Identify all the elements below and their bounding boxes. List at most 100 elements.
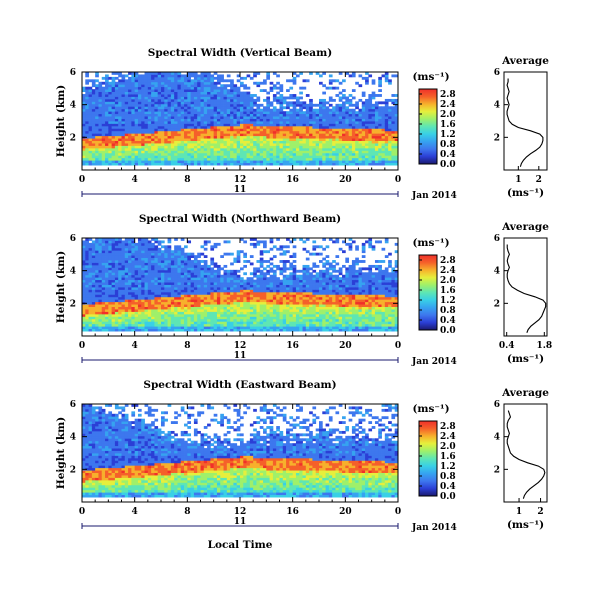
heatmap-cell: [121, 296, 126, 300]
heatmap-cell: [82, 306, 86, 310]
heatmap-cell: [180, 269, 185, 273]
heatmap-cell: [253, 284, 257, 288]
heatmap-cell: [269, 140, 274, 144]
heatmap-cell: [184, 252, 188, 256]
heatmap-cell: [118, 238, 122, 241]
heatmap-cell: [371, 150, 376, 154]
heatmap-cell: [322, 118, 326, 122]
heatmap-cell: [121, 130, 126, 134]
heatmap-cell: [305, 152, 310, 156]
heatmap-cell: [164, 130, 168, 134]
heatmap-cell: [187, 128, 192, 132]
heatmap-cell: [253, 296, 257, 300]
heatmap-cell: [190, 123, 195, 127]
heatmap-cell: [137, 147, 142, 151]
heatmap-cell: [177, 282, 182, 285]
heatmap-cell: [174, 74, 178, 78]
heatmap-cell: [371, 155, 376, 159]
heatmap-cell: [141, 135, 145, 139]
heatmap-cell: [121, 162, 126, 166]
heatmap-cell: [319, 121, 323, 124]
heatmap-cell: [141, 152, 145, 156]
heatmap-cell: [111, 257, 116, 261]
heatmap-cell: [174, 106, 178, 110]
heatmap-cell: [108, 245, 113, 249]
heatmap-cell: [157, 103, 162, 107]
heatmap-cell: [358, 157, 363, 161]
heatmap-cell: [197, 135, 201, 139]
heatmap-cell: [151, 274, 155, 278]
heatmap-cell: [276, 130, 280, 134]
heatmap-cell: [200, 277, 205, 281]
heatmap-cell: [230, 274, 234, 278]
heatmap-cell: [187, 277, 192, 281]
heatmap-cell: [121, 289, 126, 293]
heatmap-cell: [266, 116, 271, 119]
heatmap-cell: [190, 145, 195, 149]
heatmap-cell: [91, 113, 96, 117]
heatmap-cell: [322, 155, 326, 159]
heatmap-cell: [131, 128, 136, 132]
heatmap-cell: [246, 277, 251, 281]
heatmap-cell: [322, 72, 326, 75]
heatmap-cell: [226, 140, 231, 144]
heatmap-cell: [332, 128, 336, 132]
heatmap-cell: [328, 143, 333, 146]
heatmap-cell: [164, 116, 168, 119]
heatmap-cell: [88, 138, 93, 141]
heatmap-cell: [91, 255, 96, 258]
heatmap-cell: [394, 111, 399, 115]
heatmap-cell: [223, 116, 228, 119]
heatmap-cell: [111, 321, 116, 325]
heatmap-cell: [154, 133, 159, 137]
heatmap-cell: [167, 84, 172, 88]
heatmap-cell: [220, 304, 224, 307]
heatmap-cell: [111, 282, 116, 285]
heatmap-cell: [374, 135, 379, 139]
heatmap-cell: [141, 145, 145, 149]
heatmap-cell: [114, 96, 119, 100]
heatmap-cell: [167, 262, 172, 266]
heatmap-cell: [246, 86, 251, 90]
heatmap-cell: [266, 108, 271, 112]
heatmap-cell: [137, 309, 142, 312]
heatmap-cell: [322, 113, 326, 117]
heatmap-cell: [98, 140, 103, 144]
heatmap-cell: [151, 267, 155, 271]
heatmap-cell: [124, 121, 129, 124]
heatmap-cell: [197, 94, 201, 97]
heatmap-cell: [371, 125, 376, 129]
heatmap-cell: [282, 118, 287, 122]
heatmap-cell: [85, 125, 89, 129]
heatmap-cell: [190, 147, 195, 151]
heatmap-cell: [95, 287, 99, 290]
heatmap-cell: [319, 116, 323, 119]
heatmap-cell: [177, 150, 182, 154]
heatmap-cell: [184, 123, 188, 127]
heatmap-cell: [309, 147, 313, 151]
heatmap-cell: [230, 106, 234, 110]
heatmap-cell: [312, 133, 317, 137]
heatmap-cell: [236, 316, 241, 320]
heatmap-cell: [190, 299, 195, 303]
heatmap-cell: [272, 108, 277, 112]
heatmap-cell: [358, 135, 363, 139]
heatmap-cell: [154, 101, 159, 105]
heatmap-cell: [207, 76, 211, 80]
heatmap-cell: [184, 311, 188, 315]
heatmap-cell: [351, 121, 356, 124]
heatmap-cell: [157, 262, 162, 266]
heatmap-cell: [207, 130, 211, 134]
heatmap-cell: [351, 123, 356, 127]
colorbar-tick-label: 1.2: [440, 130, 456, 140]
heatmap-cell: [223, 264, 228, 268]
heatmap-cell: [147, 326, 152, 330]
heatmap-cell: [220, 152, 224, 156]
heatmap-cell: [98, 328, 103, 332]
heatmap-cell: [144, 76, 149, 80]
heatmap-cell: [184, 323, 188, 327]
heatmap-cell: [98, 296, 103, 300]
heatmap-cell: [220, 162, 224, 166]
heatmap-cell: [164, 279, 168, 283]
heatmap-cell: [88, 294, 93, 298]
